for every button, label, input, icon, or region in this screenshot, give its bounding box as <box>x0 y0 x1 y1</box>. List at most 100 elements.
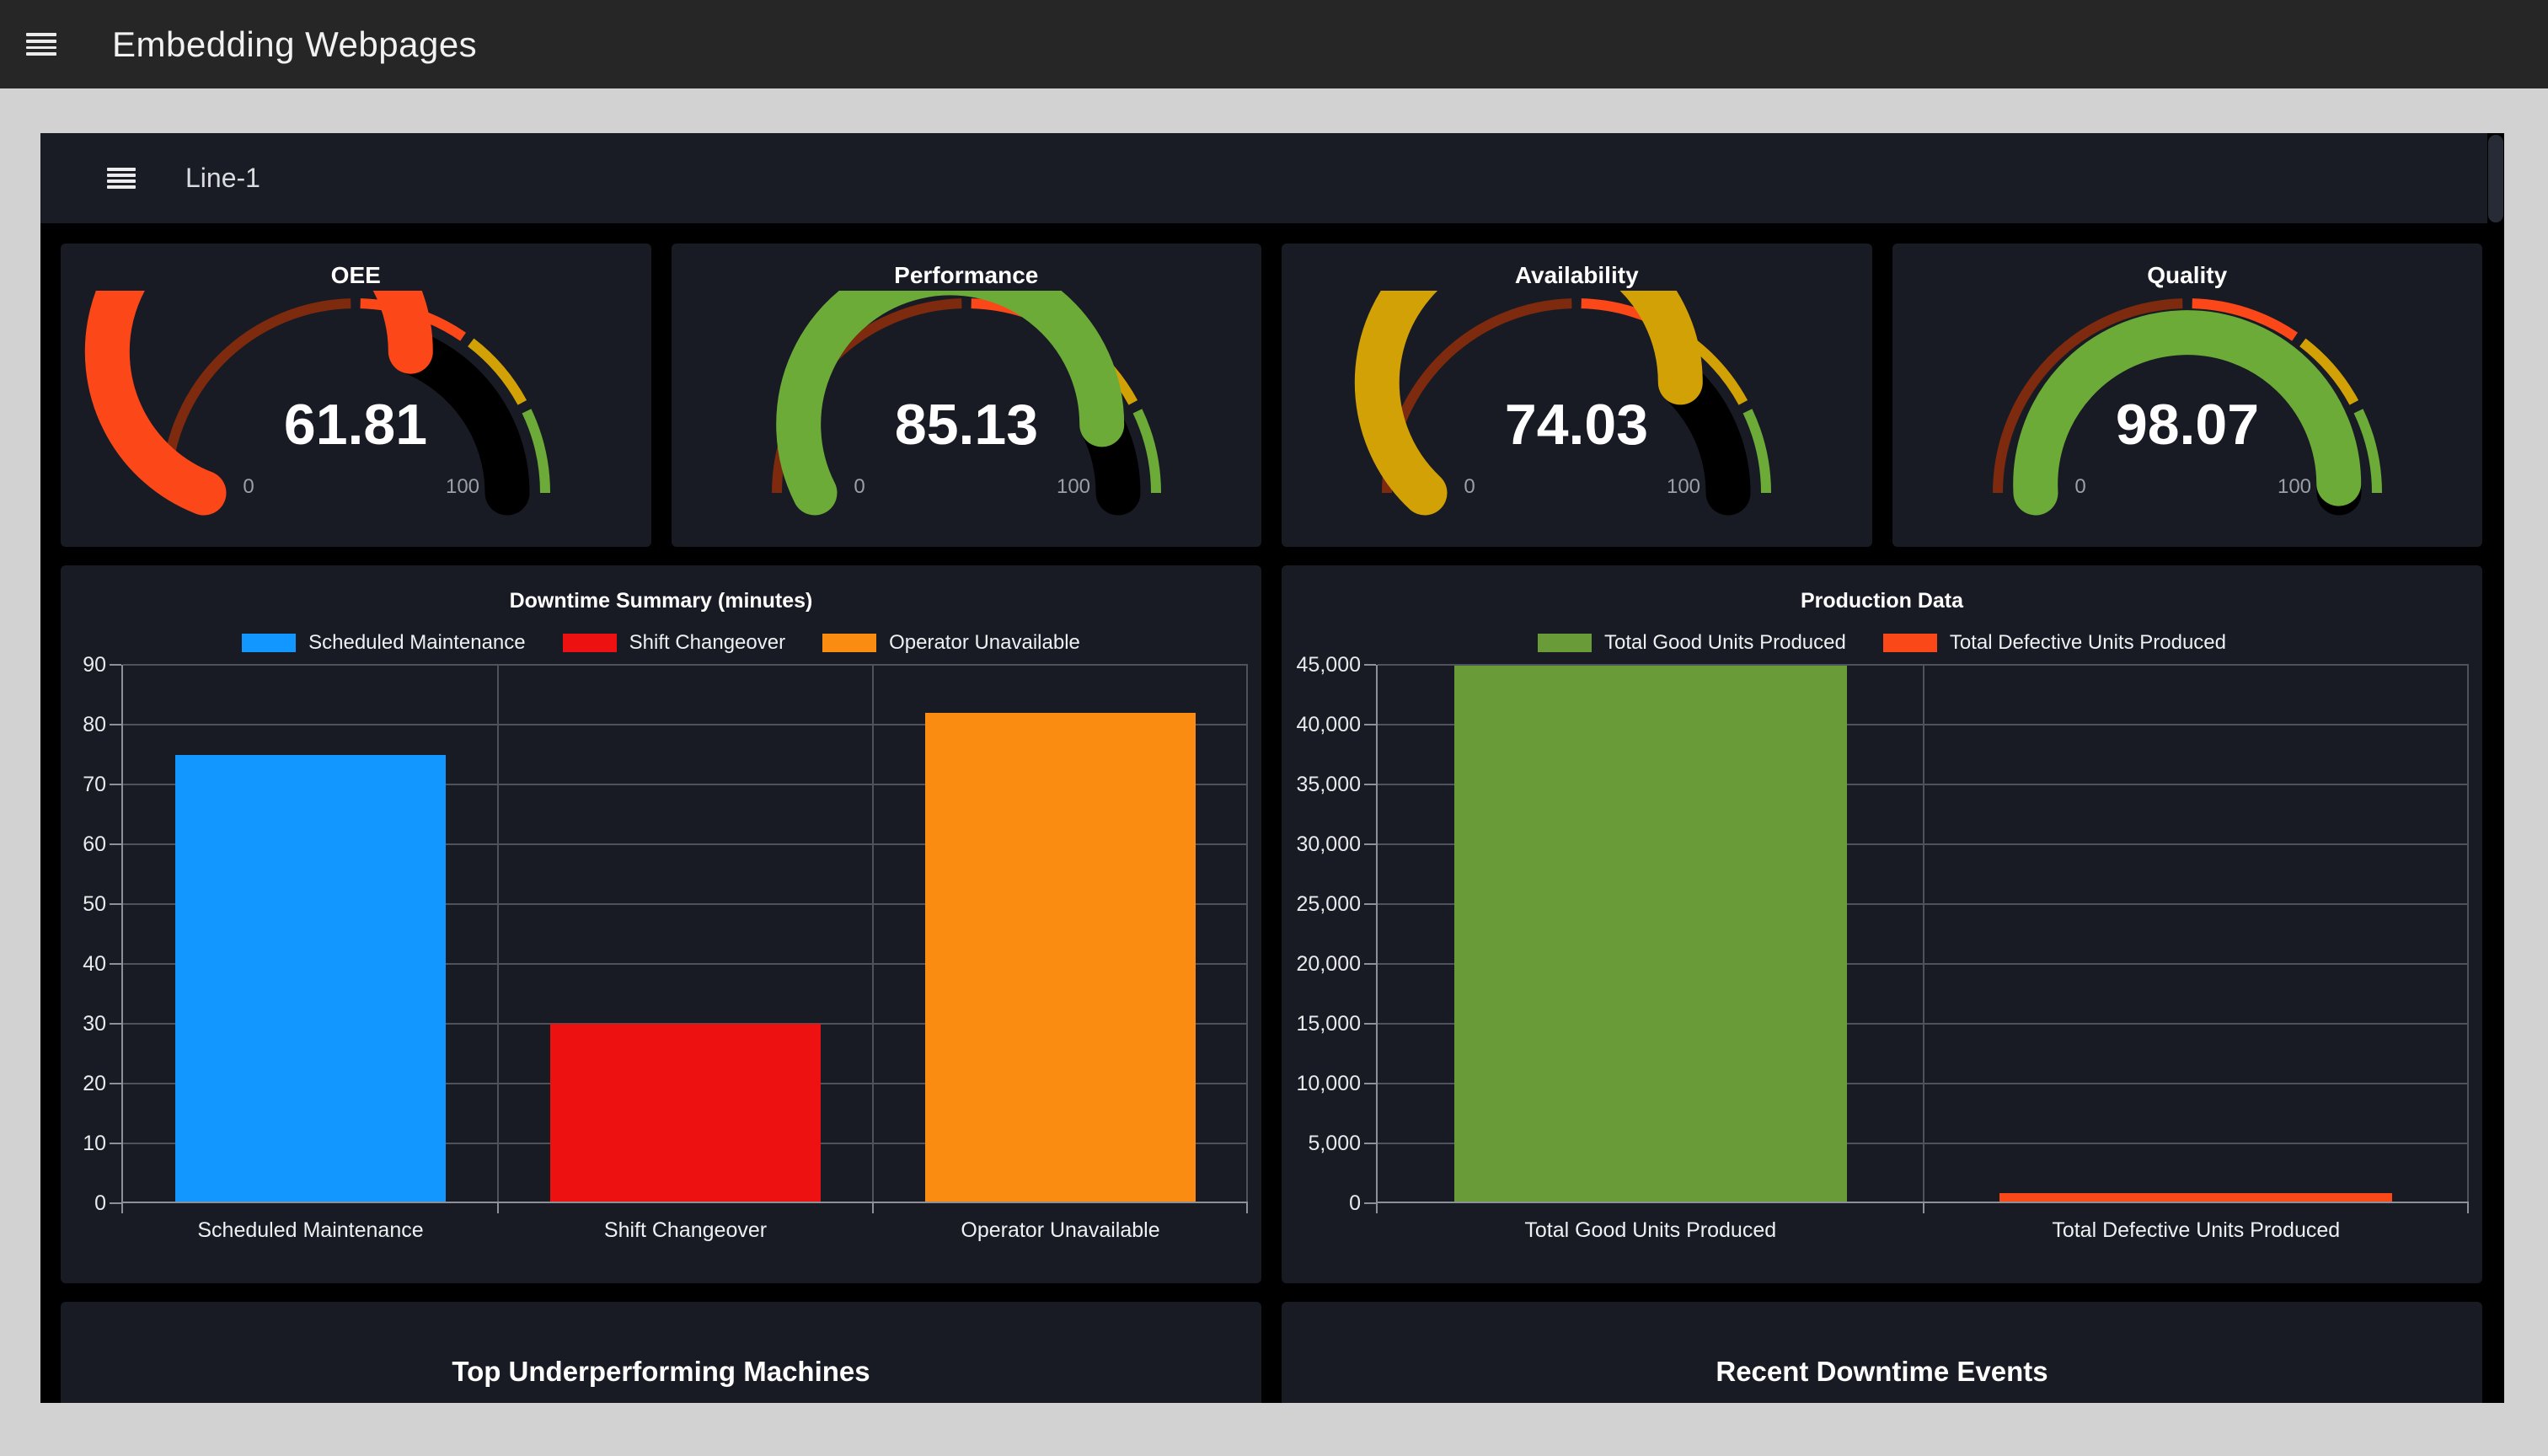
y-tick-label: 40,000 <box>1296 713 1361 736</box>
y-tick-label: 20,000 <box>1296 952 1361 976</box>
y-tick <box>1364 843 1376 845</box>
y-tick-label: 10,000 <box>1296 1072 1361 1095</box>
gridline <box>123 784 1248 785</box>
legend-item-total-good-units-produced[interactable]: Total Good Units Produced <box>1538 631 1846 655</box>
gridline <box>123 963 1248 965</box>
y-tick <box>110 1023 121 1025</box>
y-tick <box>110 1202 121 1204</box>
y-tick <box>1364 664 1376 666</box>
gridline <box>123 724 1248 725</box>
gauge-title: Performance <box>894 262 1039 288</box>
gauge-card-availability: Availability 74.03 0 100 <box>1282 244 1872 547</box>
x-tick <box>872 1203 874 1213</box>
y-tick <box>110 843 121 845</box>
x-tick <box>2467 1203 2469 1213</box>
bottom-row: Top Underperforming Machines Recent Down… <box>61 1302 2482 1403</box>
x-tick <box>1246 1203 1248 1213</box>
y-tick-label: 0 <box>1349 1191 1361 1215</box>
panel-title: Top Underperforming Machines <box>452 1356 870 1387</box>
y-tick <box>110 724 121 725</box>
y-tick <box>1364 1202 1376 1204</box>
panel-recent-downtime-events: Recent Downtime Events <box>1282 1302 2482 1403</box>
y-tick <box>110 784 121 785</box>
y-tick <box>110 903 121 905</box>
panel-top-underperforming-machines: Top Underperforming Machines <box>61 1302 1261 1403</box>
dashboard-menu-icon[interactable] <box>107 168 136 189</box>
gauge-value: 85.13 <box>895 393 1038 457</box>
x-tick-label: Operator Unavailable <box>961 1218 1160 1242</box>
gridline <box>123 903 1248 905</box>
bar-shift-changeover <box>550 1024 821 1203</box>
y-tick-label: 25,000 <box>1296 892 1361 916</box>
legend-label: Operator Unavailable <box>889 631 1080 654</box>
gauge-min-label: 0 <box>854 475 864 498</box>
scrollbar-thumb[interactable] <box>2488 135 2503 222</box>
y-tick-label: 45,000 <box>1296 653 1361 677</box>
chart-legend: Scheduled Maintenance Shift Changeover Ope… <box>61 631 1261 655</box>
chart-legend: Total Good Units Produced Total Defective… <box>1282 631 2482 655</box>
gauge-availability: 74.03 0 100 <box>1355 291 1772 516</box>
y-tick-label: 90 <box>83 653 106 677</box>
gridline <box>1246 665 1248 1203</box>
x-tick-label: Total Defective Units Produced <box>2052 1218 2341 1242</box>
legend-item-total-defective-units-produced[interactable]: Total Defective Units Produced <box>1882 631 2226 655</box>
y-tick <box>1364 1023 1376 1025</box>
gauge-performance: 85.13 0 100 <box>771 291 1161 516</box>
y-tick-label: 30,000 <box>1296 832 1361 856</box>
y-tick <box>1364 1143 1376 1144</box>
dashboard-header: Line-1 <box>40 133 2487 223</box>
dashboard-body: OEE 61.81 0 100 Performance 85.13 0 100 Availabi… <box>40 223 2487 1403</box>
legend-swatch <box>1538 634 1592 652</box>
gauge-oee: 61.81 0 100 <box>85 291 551 516</box>
legend-item-scheduled-maintenance[interactable]: Scheduled Maintenance <box>242 631 526 655</box>
legend-item-shift-changeover[interactable]: Shift Changeover <box>562 631 785 655</box>
chart-production-data: Production Data Total Good Units Produced… <box>1282 565 2482 1283</box>
legend-swatch <box>242 634 297 652</box>
gauge-min-label: 0 <box>2074 475 2085 498</box>
plot-area: Scheduled Maintenance Shift Changeover Ope… <box>110 664 1248 1242</box>
legend-item-operator-unavailable[interactable]: Operator Unavailable <box>822 631 1080 655</box>
bar-operator-unavailable <box>925 712 1196 1203</box>
x-tick-label: Total Good Units Produced <box>1524 1218 1777 1242</box>
embedded-dashboard: Line-1 OEE 61.81 0 100 Performance 85.13 0 100 A… <box>40 133 2504 1403</box>
y-tick <box>1364 1083 1376 1084</box>
menu-icon[interactable] <box>26 33 56 56</box>
gauge-title: Availability <box>1514 262 1639 288</box>
y-tick-label: 15,000 <box>1296 1012 1361 1036</box>
gauge-max-label: 100 <box>2278 475 2311 498</box>
x-axis-line <box>121 1202 1248 1203</box>
gridline <box>123 843 1248 845</box>
gauge-row: OEE 61.81 0 100 Performance 85.13 0 100 Availabi… <box>61 244 2482 547</box>
y-tick-label: 80 <box>83 713 106 736</box>
x-tick-label: Shift Changeover <box>603 1218 768 1242</box>
y-tick <box>1364 724 1376 725</box>
gridline <box>872 665 874 1203</box>
app-bar: Embedding Webpages <box>0 0 2548 88</box>
gauge-value: 61.81 <box>284 393 427 457</box>
gauge-max-label: 100 <box>446 475 479 498</box>
gauge-title: OEE <box>330 262 381 288</box>
dashboard-title: Line-1 <box>185 163 260 193</box>
y-tick-label: 30 <box>83 1012 106 1036</box>
gauge-card-performance: Performance 85.13 0 100 <box>671 244 1261 547</box>
gridline <box>2467 665 2469 1203</box>
y-tick-label: 70 <box>83 773 106 796</box>
y-axis-line <box>1376 665 1378 1213</box>
y-tick <box>110 1083 121 1084</box>
dashboard-scrollbar[interactable] <box>2487 133 2504 1403</box>
y-tick <box>110 664 121 666</box>
gridline <box>497 665 499 1203</box>
gauge-card-oee: OEE 61.81 0 100 <box>61 244 651 547</box>
gauge-max-label: 100 <box>1057 475 1090 498</box>
y-tick-label: 60 <box>83 832 106 856</box>
legend-swatch <box>562 634 617 652</box>
chart-downtime-summary-minutes: Downtime Summary (minutes) Scheduled Main… <box>61 565 1261 1283</box>
chart-row: Downtime Summary (minutes) Scheduled Main… <box>61 565 2482 1283</box>
app-title: Embedding Webpages <box>112 24 478 64</box>
gauge-max-label: 100 <box>1667 475 1700 498</box>
y-tick <box>1364 963 1376 965</box>
y-axis-line <box>121 665 123 1213</box>
y-tick <box>1364 784 1376 785</box>
gauge-value: 74.03 <box>1505 393 1648 457</box>
